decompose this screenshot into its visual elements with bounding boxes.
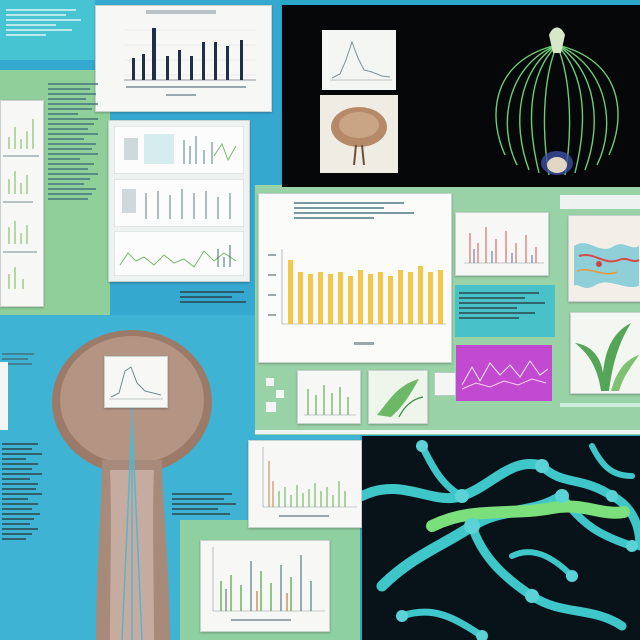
right-green-divider: [560, 403, 640, 407]
purple-chart-card: [456, 345, 552, 401]
seedling-icon: [331, 107, 387, 166]
right-red-chart-card: [455, 212, 549, 276]
left-data-sheet: [0, 100, 44, 307]
mid-small-tile: [434, 372, 456, 396]
left-sheet-charts: [3, 119, 39, 289]
map-figure-card: [568, 215, 640, 302]
mid-leaf-figure: [368, 370, 428, 424]
teal-strip-text: [6, 6, 86, 39]
top-chart-title: [146, 10, 216, 14]
mini-line-chart-card: [322, 30, 396, 90]
center-text-block: [180, 288, 250, 306]
yellow-bar-chart-card: [258, 193, 452, 363]
stacked-charts-card: [108, 120, 250, 282]
lower-bar-chart-card-2: [200, 540, 330, 632]
mid-left-text-block: [172, 490, 242, 518]
yellow-bar-chart: [268, 249, 446, 345]
leaf-icon: [575, 323, 639, 391]
stacked-chart-1: [114, 126, 244, 174]
yellow-chart-header-text: [294, 199, 424, 222]
root-network-icon: [362, 440, 640, 640]
dark-specimen-panel: [282, 5, 640, 187]
specimen-card: [320, 95, 398, 173]
left-green-text-block: [48, 80, 103, 203]
top-left-teal-strip: [0, 0, 95, 60]
plant-figure-card: [570, 312, 640, 394]
mid-bar-figure-1: [297, 370, 361, 424]
lower-left-text-block-2: [2, 440, 44, 543]
lower-bar-chart-card-1: [248, 440, 362, 528]
right-teal-text-block: [455, 285, 555, 337]
right-header-strip: [560, 195, 640, 209]
mid-thin-rule: [255, 430, 640, 434]
top-bar-chart: [124, 28, 256, 96]
root-inset-chart: [104, 356, 168, 408]
root-bulb-illustration: [495, 27, 619, 176]
stacked-chart-3: [114, 231, 244, 276]
root-network-panel: [362, 436, 640, 640]
top-bar-chart-card: [95, 5, 272, 112]
lower-left-text-block-1: [2, 350, 37, 368]
mid-icon-cluster: [262, 372, 290, 422]
stacked-chart-2: [114, 179, 244, 227]
lower-left-small-tile: [0, 362, 8, 430]
